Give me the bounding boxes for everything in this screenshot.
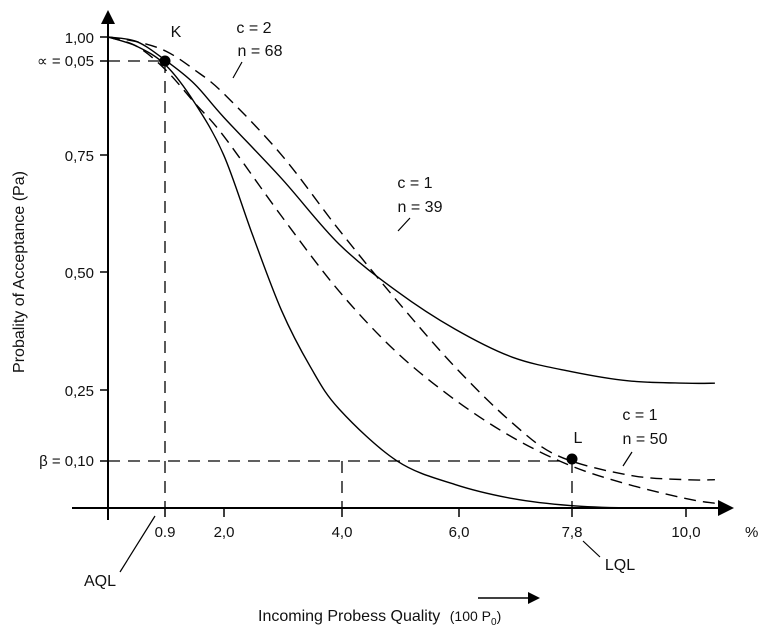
aql-label: AQL xyxy=(84,573,116,590)
x-tick-2-0: 2,0 xyxy=(214,524,235,541)
y-axis-title: Probality of Acceptance (Pa) xyxy=(11,171,28,373)
beta-label: β = 0,10 xyxy=(39,453,94,470)
label-n50: n = 50 xyxy=(623,431,668,448)
label-n39: n = 39 xyxy=(398,199,443,216)
y-tick-0-50: 0,50 xyxy=(65,265,94,282)
curves xyxy=(107,36,716,509)
curve-series-2 xyxy=(107,36,716,504)
x-axis-title: Incoming Probess Quality (100 P0) xyxy=(258,608,501,628)
x-unit-label: % xyxy=(745,524,758,541)
x-axis-title-unit-close: ) xyxy=(497,608,502,624)
leader-c2 xyxy=(232,61,243,79)
label-c1-n50-c: c = 1 xyxy=(622,407,657,424)
label-c1-n39-c: c = 1 xyxy=(397,175,432,192)
curve-series-3 xyxy=(107,36,687,509)
x-axis-title-sub: 0 xyxy=(491,617,497,628)
x-tick-0-9: 0.9 xyxy=(155,524,176,541)
point-k xyxy=(159,55,171,67)
y-axis-arrow xyxy=(101,10,115,24)
point-k-label: K xyxy=(171,24,182,41)
point-l xyxy=(566,453,578,465)
aql-leader xyxy=(119,515,156,573)
x-axis-title-main: Incoming Probess Quality xyxy=(258,608,440,625)
point-l-label: L xyxy=(574,430,583,447)
y-tick-0-75: 0,75 xyxy=(65,148,94,165)
x-axis-title-unit: (100 P xyxy=(450,608,491,624)
curve-series-0 xyxy=(107,36,715,385)
x-tick-4-0: 4,0 xyxy=(332,524,353,541)
x-tick-7-8: 7,8 xyxy=(562,524,583,541)
lql-label: LQL xyxy=(605,557,635,574)
x-tick-6-0: 6,0 xyxy=(449,524,470,541)
x-axis-title-arrow xyxy=(478,592,540,604)
y-tick-1-00: 1,00 xyxy=(65,30,94,47)
alpha-label: ∝ = 0,05 xyxy=(37,53,94,70)
x-ticks xyxy=(164,508,687,517)
x-tick-10-0: 10,0 xyxy=(671,524,700,541)
y-tick-0-25: 0,25 xyxy=(65,383,94,400)
y-ticks xyxy=(100,36,108,462)
label-n68: n = 68 xyxy=(238,43,283,60)
reference-lines xyxy=(108,60,573,508)
label-c2: c = 2 xyxy=(236,20,271,37)
x-axis-arrow xyxy=(718,500,734,516)
lql-leader xyxy=(582,540,601,558)
leader-c1-n50 xyxy=(622,451,633,467)
leader-c1-n39 xyxy=(397,217,411,232)
